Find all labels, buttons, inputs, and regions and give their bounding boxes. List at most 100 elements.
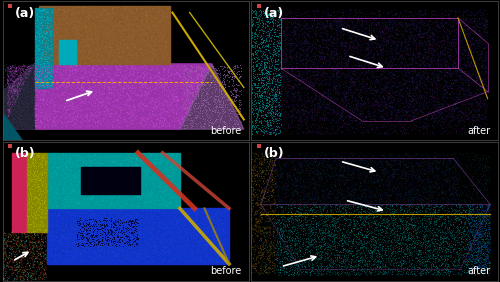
Point bbox=[160, 210, 168, 215]
Point bbox=[66, 14, 74, 19]
Point bbox=[340, 95, 348, 100]
Point bbox=[160, 125, 168, 130]
Point bbox=[318, 48, 326, 52]
Point bbox=[322, 51, 330, 55]
Point bbox=[424, 266, 432, 271]
Point bbox=[328, 219, 336, 224]
Point bbox=[217, 247, 225, 251]
Point bbox=[116, 83, 124, 88]
Point bbox=[392, 30, 400, 35]
Point bbox=[3, 100, 11, 104]
Point bbox=[326, 62, 334, 67]
Point bbox=[424, 171, 432, 175]
Point bbox=[158, 248, 166, 253]
Point bbox=[389, 95, 397, 100]
Point bbox=[90, 191, 98, 196]
Point bbox=[258, 170, 266, 175]
Point bbox=[482, 265, 490, 269]
Point bbox=[161, 176, 169, 181]
Point bbox=[327, 183, 335, 187]
Point bbox=[387, 116, 395, 121]
Point bbox=[398, 214, 406, 218]
Point bbox=[66, 177, 74, 181]
Point bbox=[276, 231, 284, 236]
Point bbox=[302, 228, 310, 232]
Point bbox=[203, 224, 211, 229]
Point bbox=[424, 254, 432, 259]
Point bbox=[330, 74, 338, 79]
Point bbox=[271, 268, 279, 272]
Point bbox=[188, 255, 196, 260]
Point bbox=[344, 177, 352, 182]
Point bbox=[135, 81, 143, 85]
Point bbox=[401, 228, 409, 233]
Point bbox=[248, 17, 256, 22]
Point bbox=[196, 259, 204, 263]
Point bbox=[28, 98, 36, 102]
Point bbox=[418, 272, 426, 277]
Point bbox=[482, 230, 490, 234]
Point bbox=[269, 127, 277, 132]
Point bbox=[37, 64, 45, 69]
Point bbox=[401, 170, 409, 175]
Point bbox=[350, 265, 358, 270]
Point bbox=[8, 83, 16, 87]
Point bbox=[155, 83, 163, 88]
Point bbox=[477, 244, 485, 249]
Point bbox=[382, 105, 390, 109]
Point bbox=[316, 93, 324, 98]
Point bbox=[358, 158, 366, 162]
Point bbox=[193, 217, 201, 222]
Point bbox=[397, 164, 405, 169]
Point bbox=[339, 43, 347, 47]
Point bbox=[63, 68, 71, 72]
Point bbox=[399, 250, 407, 254]
Point bbox=[102, 212, 110, 217]
Point bbox=[362, 105, 370, 110]
Point bbox=[279, 244, 287, 248]
Point bbox=[148, 51, 156, 55]
Point bbox=[352, 227, 360, 232]
Point bbox=[174, 122, 182, 127]
Point bbox=[186, 219, 194, 223]
Point bbox=[53, 70, 61, 74]
Point bbox=[124, 222, 132, 227]
Point bbox=[117, 76, 125, 80]
Point bbox=[58, 91, 66, 95]
Point bbox=[12, 276, 20, 280]
Point bbox=[350, 179, 358, 184]
Point bbox=[194, 84, 202, 89]
Point bbox=[327, 49, 335, 53]
Point bbox=[384, 19, 392, 23]
Point bbox=[446, 231, 454, 235]
Point bbox=[66, 110, 74, 114]
Point bbox=[248, 15, 256, 20]
Point bbox=[416, 114, 424, 118]
Point bbox=[264, 70, 272, 75]
Point bbox=[128, 219, 136, 223]
Point bbox=[195, 208, 203, 213]
Point bbox=[303, 50, 311, 55]
Point bbox=[316, 254, 324, 258]
Point bbox=[380, 260, 388, 264]
Point bbox=[88, 232, 96, 237]
Point bbox=[320, 250, 328, 255]
Point bbox=[320, 231, 328, 236]
Point bbox=[326, 226, 334, 231]
Point bbox=[102, 219, 110, 223]
Point bbox=[112, 28, 120, 32]
Point bbox=[40, 21, 48, 25]
Point bbox=[40, 98, 48, 102]
Point bbox=[256, 201, 264, 206]
Point bbox=[476, 256, 484, 261]
Point bbox=[442, 30, 450, 34]
Point bbox=[109, 18, 117, 23]
Point bbox=[165, 79, 173, 83]
Point bbox=[300, 220, 308, 224]
Point bbox=[178, 222, 186, 226]
Point bbox=[401, 56, 409, 60]
Point bbox=[18, 256, 26, 260]
Point bbox=[190, 254, 198, 259]
Point bbox=[138, 80, 146, 85]
Point bbox=[38, 12, 46, 17]
